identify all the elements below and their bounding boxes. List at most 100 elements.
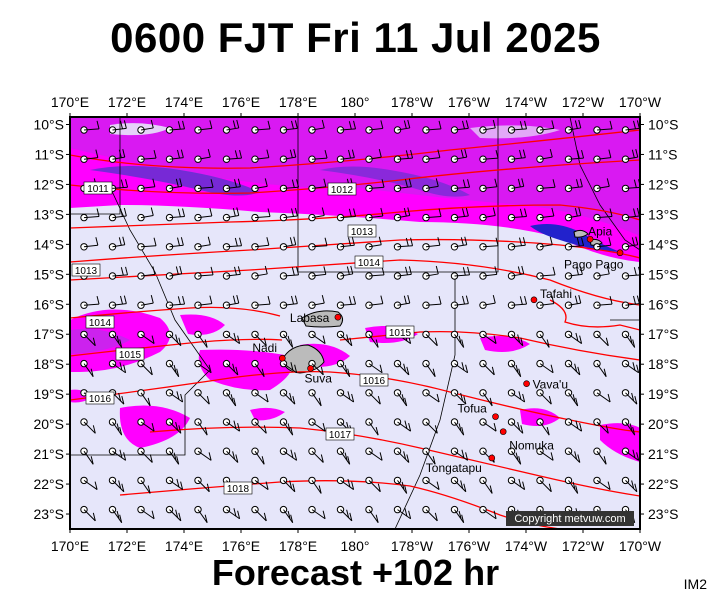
wind-barb — [222, 149, 243, 163]
wind-barb — [251, 178, 268, 193]
right-tick-label: 13°S — [648, 206, 679, 222]
wind-barb — [564, 359, 581, 376]
wind-barb — [108, 447, 127, 461]
left-tick-label: 21°S — [33, 446, 64, 462]
wind-barb — [536, 236, 553, 251]
wind-barb — [194, 295, 213, 309]
wind-barb — [422, 476, 440, 490]
right-tick-label: 20°S — [648, 416, 679, 432]
wind-barb — [108, 207, 127, 222]
left-tick-label: 19°S — [33, 386, 64, 402]
wind-barb — [422, 447, 436, 465]
wind-barb — [564, 149, 585, 163]
svg-text:1015: 1015 — [119, 350, 142, 361]
wind-barb — [80, 149, 99, 163]
wind-barb — [279, 418, 294, 436]
wind-barb — [422, 149, 441, 163]
wind-barb — [536, 389, 552, 405]
bottom-tick-label: 170°W — [619, 538, 662, 554]
place-marker: Apia — [586, 224, 612, 243]
right-tick-label: 14°S — [648, 236, 679, 252]
top-tick-label: 170°E — [51, 94, 89, 110]
bottom-tick-label: 176°W — [448, 538, 491, 554]
isobar-label: 1015 — [115, 347, 145, 361]
wind-barb — [621, 295, 640, 309]
left-tick-label: 10°S — [33, 116, 64, 132]
wind-barb — [393, 149, 414, 163]
wind-barb — [137, 178, 156, 193]
wind-barb — [479, 149, 499, 163]
wind-barb — [336, 208, 357, 222]
top-tick-label: 176°E — [222, 94, 260, 110]
wind-barb — [222, 178, 241, 193]
wind-barb — [308, 447, 324, 463]
wind-barb — [450, 179, 471, 193]
place-label: Pago Pago — [564, 258, 624, 272]
wind-barb — [621, 179, 640, 193]
wind-barb — [165, 447, 180, 465]
wind-barb — [536, 179, 556, 193]
right-tick-label: 19°S — [648, 386, 679, 402]
wind-barb — [507, 418, 524, 434]
wind-barb — [165, 149, 184, 163]
wind-barb — [536, 447, 554, 461]
wind-barb — [450, 359, 469, 374]
place-label: Nomuka — [509, 439, 554, 453]
wind-barb — [422, 418, 438, 434]
left-tick-label: 13°S — [33, 206, 64, 222]
wind-barb — [194, 266, 214, 280]
wind-barb — [422, 120, 442, 134]
place-label: Suva — [305, 371, 333, 385]
wind-barb — [222, 418, 241, 432]
wind-barb — [336, 476, 355, 490]
wind-barb — [308, 295, 325, 309]
wind-barb — [137, 119, 154, 134]
wind-barb — [479, 359, 495, 376]
wind-barb — [165, 389, 184, 403]
wind-barb — [308, 476, 322, 494]
wind-barb — [365, 149, 382, 163]
wind-barb — [336, 359, 351, 377]
wind-barb — [507, 149, 526, 163]
bottom-tick-label: 174°E — [165, 538, 203, 554]
wind-barb — [279, 476, 296, 493]
place-markers: Apia Pago Pago Tafahi Labasa Nadi Suva Vava'u T… — [252, 224, 623, 475]
wind-barb — [621, 330, 636, 348]
wind-barb — [165, 295, 186, 309]
wind-barb — [393, 359, 410, 376]
wind-barb — [308, 149, 328, 163]
top-tick-label: 174°E — [165, 94, 203, 110]
wind-barbs — [80, 119, 640, 523]
wind-barb — [479, 505, 497, 520]
place-label: Labasa — [290, 311, 330, 325]
wind-barb — [450, 389, 467, 405]
svg-text:1017: 1017 — [329, 430, 352, 441]
wind-barb — [194, 149, 211, 163]
isobar-label: 1013 — [71, 263, 101, 277]
svg-text:1011: 1011 — [87, 184, 109, 195]
wind-barb — [80, 359, 94, 377]
wind-barb — [165, 265, 183, 280]
wind-barb — [536, 476, 552, 493]
wind-barb — [308, 389, 322, 407]
isobar-label: 1016 — [359, 373, 389, 387]
top-tick-label: 172°E — [108, 94, 146, 110]
forecast-lead-time: Forecast +102 hr — [211, 552, 500, 593]
wind-barb — [308, 330, 326, 344]
wind-barb — [251, 476, 269, 490]
wind-barb — [336, 295, 357, 309]
bottom-tick-label: 172°W — [562, 538, 605, 554]
wind-barb — [507, 208, 528, 222]
wind-barb — [621, 149, 639, 163]
wind-barb — [108, 236, 126, 251]
wind-barb — [222, 389, 237, 407]
wind-barb — [251, 208, 271, 222]
wind-barb — [365, 266, 385, 280]
wind-barb — [507, 265, 525, 280]
wind-barb — [593, 237, 612, 251]
wind-barb — [621, 447, 640, 461]
isobar-label: 1015 — [385, 325, 415, 339]
wind-barb — [279, 505, 294, 523]
wind-barb — [137, 447, 153, 463]
left-tick-label: 14°S — [33, 236, 64, 252]
